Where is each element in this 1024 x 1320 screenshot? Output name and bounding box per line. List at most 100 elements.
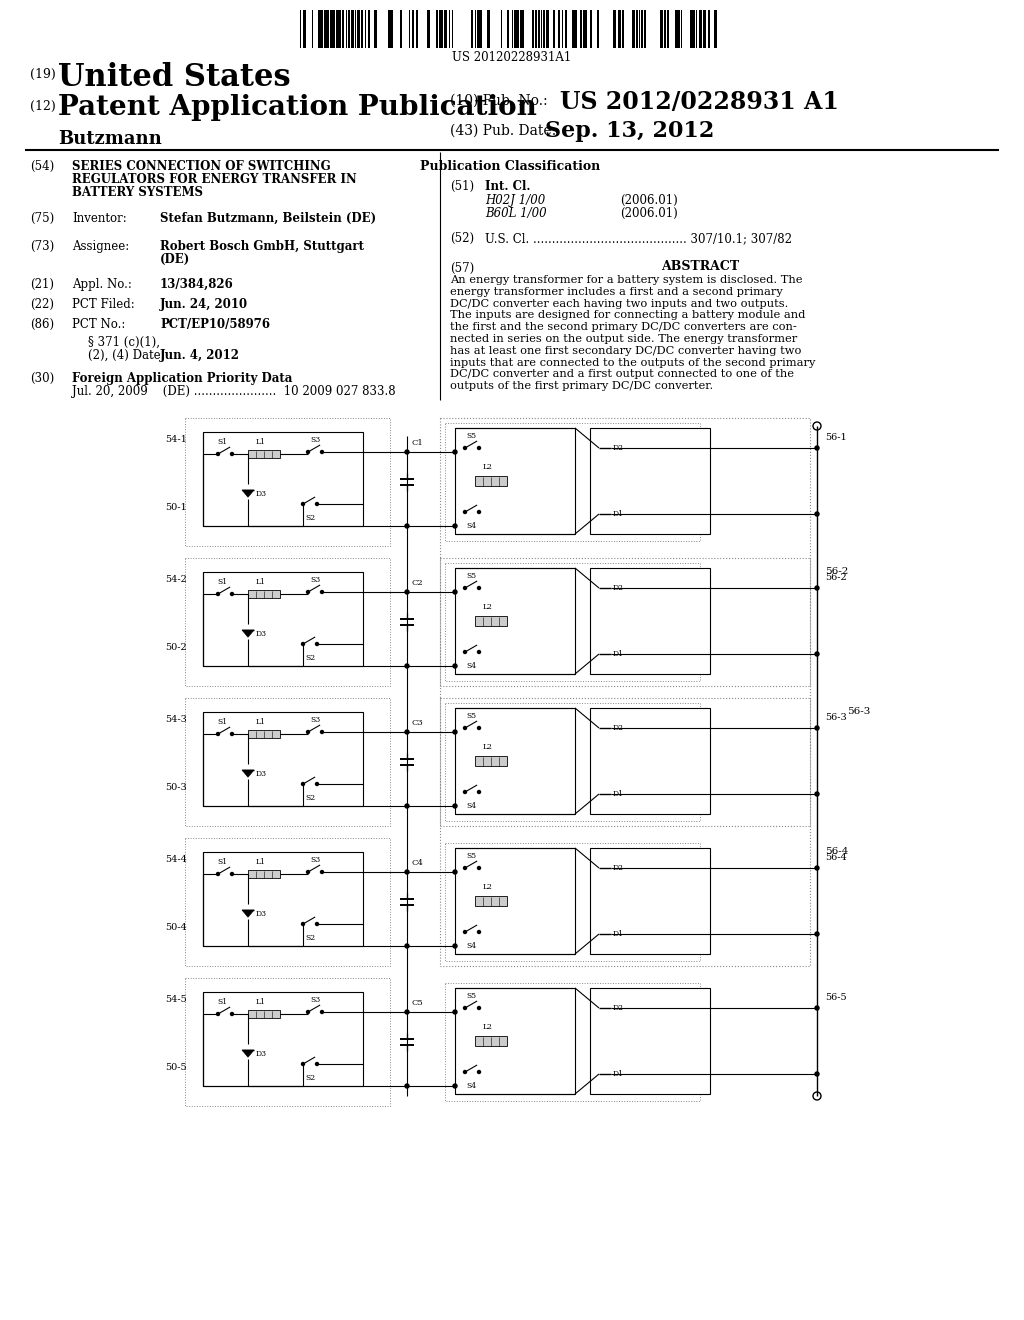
Bar <box>612 11 616 48</box>
Circle shape <box>321 730 324 734</box>
Text: Patent Application Publication: Patent Application Publication <box>58 94 537 121</box>
Bar <box>558 11 560 48</box>
Text: H02J 1/00: H02J 1/00 <box>485 194 545 207</box>
Text: 50-3: 50-3 <box>165 784 186 792</box>
Text: (52): (52) <box>450 232 474 246</box>
Text: D1: D1 <box>613 789 624 799</box>
Bar <box>681 11 682 48</box>
Text: ABSTRACT: ABSTRACT <box>660 260 739 273</box>
Text: S1: S1 <box>217 718 227 726</box>
Bar <box>590 847 710 954</box>
Text: 54-3: 54-3 <box>165 715 186 725</box>
Bar <box>562 11 563 48</box>
Text: 56-1: 56-1 <box>825 433 847 442</box>
Text: Inventor:: Inventor: <box>72 213 127 224</box>
Circle shape <box>306 870 309 874</box>
Circle shape <box>453 870 457 874</box>
Circle shape <box>453 524 457 528</box>
Circle shape <box>216 733 219 735</box>
Bar <box>590 428 710 535</box>
Text: Sep. 13, 2012: Sep. 13, 2012 <box>545 120 715 143</box>
Circle shape <box>464 651 467 653</box>
Text: D2: D2 <box>613 1005 624 1012</box>
Bar <box>455 708 575 814</box>
Circle shape <box>815 512 819 516</box>
Circle shape <box>315 503 318 506</box>
Bar <box>514 11 519 48</box>
Text: Assignee:: Assignee: <box>72 240 129 253</box>
Polygon shape <box>599 729 611 735</box>
Text: S3: S3 <box>310 855 321 865</box>
Circle shape <box>406 730 409 734</box>
Text: (75): (75) <box>30 213 54 224</box>
Circle shape <box>406 524 409 528</box>
Text: C4: C4 <box>411 859 423 867</box>
Bar <box>440 558 810 826</box>
Bar <box>581 11 583 48</box>
Circle shape <box>406 804 409 808</box>
Bar <box>248 1010 280 1018</box>
Bar <box>388 11 393 48</box>
Bar <box>507 11 509 48</box>
Text: L1: L1 <box>256 438 266 446</box>
Polygon shape <box>599 1008 611 1015</box>
Polygon shape <box>242 490 254 498</box>
Text: D2: D2 <box>613 723 624 733</box>
Text: D2: D2 <box>613 865 624 873</box>
Text: (2006.01): (2006.01) <box>620 194 678 207</box>
Bar <box>703 11 707 48</box>
Text: D1: D1 <box>613 510 624 517</box>
Circle shape <box>464 866 467 870</box>
Text: (12): (12) <box>30 100 55 114</box>
Text: D3: D3 <box>256 909 267 917</box>
Circle shape <box>477 931 480 933</box>
Bar <box>590 568 710 675</box>
Text: United States: United States <box>58 62 291 92</box>
Bar <box>336 11 341 48</box>
Text: S2: S2 <box>305 935 315 942</box>
Circle shape <box>406 450 409 454</box>
Circle shape <box>464 511 467 513</box>
Text: S4: S4 <box>466 803 476 810</box>
Circle shape <box>216 453 219 455</box>
Circle shape <box>477 651 480 653</box>
Text: L1: L1 <box>256 578 266 586</box>
Bar <box>445 564 700 681</box>
Text: S4: S4 <box>466 1082 476 1090</box>
Text: C1: C1 <box>411 440 423 447</box>
Text: 54-2: 54-2 <box>165 576 186 585</box>
Circle shape <box>815 792 819 796</box>
Bar <box>445 704 700 821</box>
Circle shape <box>315 1063 318 1065</box>
Text: Jun. 24, 2010: Jun. 24, 2010 <box>160 298 248 312</box>
Text: (21): (21) <box>30 279 54 290</box>
Polygon shape <box>599 447 611 455</box>
Bar <box>553 11 555 48</box>
Circle shape <box>216 593 219 595</box>
Circle shape <box>477 446 480 450</box>
Text: DC/DC converter and a first output connected to one of the: DC/DC converter and a first output conne… <box>450 370 794 379</box>
Text: BATTERY SYSTEMS: BATTERY SYSTEMS <box>72 186 203 199</box>
Circle shape <box>815 446 819 450</box>
Circle shape <box>815 586 819 590</box>
Circle shape <box>306 1011 309 1014</box>
Text: 56-2: 56-2 <box>825 568 848 577</box>
Circle shape <box>321 450 324 454</box>
Bar <box>409 11 411 48</box>
Circle shape <box>464 1006 467 1010</box>
Bar <box>622 11 624 48</box>
Text: S1: S1 <box>217 578 227 586</box>
Bar <box>695 11 697 48</box>
Text: US 20120228931A1: US 20120228931A1 <box>453 51 571 63</box>
Text: 56-2: 56-2 <box>825 573 847 582</box>
Text: (DE): (DE) <box>160 253 190 267</box>
Text: The inputs are designed for connecting a battery module and: The inputs are designed for connecting a… <box>450 310 805 321</box>
Circle shape <box>464 791 467 793</box>
Text: S3: S3 <box>310 715 321 723</box>
Text: 54-5: 54-5 <box>165 995 186 1005</box>
Text: D2: D2 <box>613 444 624 451</box>
Polygon shape <box>242 909 254 917</box>
Circle shape <box>453 730 457 734</box>
Bar <box>536 11 537 48</box>
Text: inputs that are connected to the outputs of the second primary: inputs that are connected to the outputs… <box>450 358 815 367</box>
